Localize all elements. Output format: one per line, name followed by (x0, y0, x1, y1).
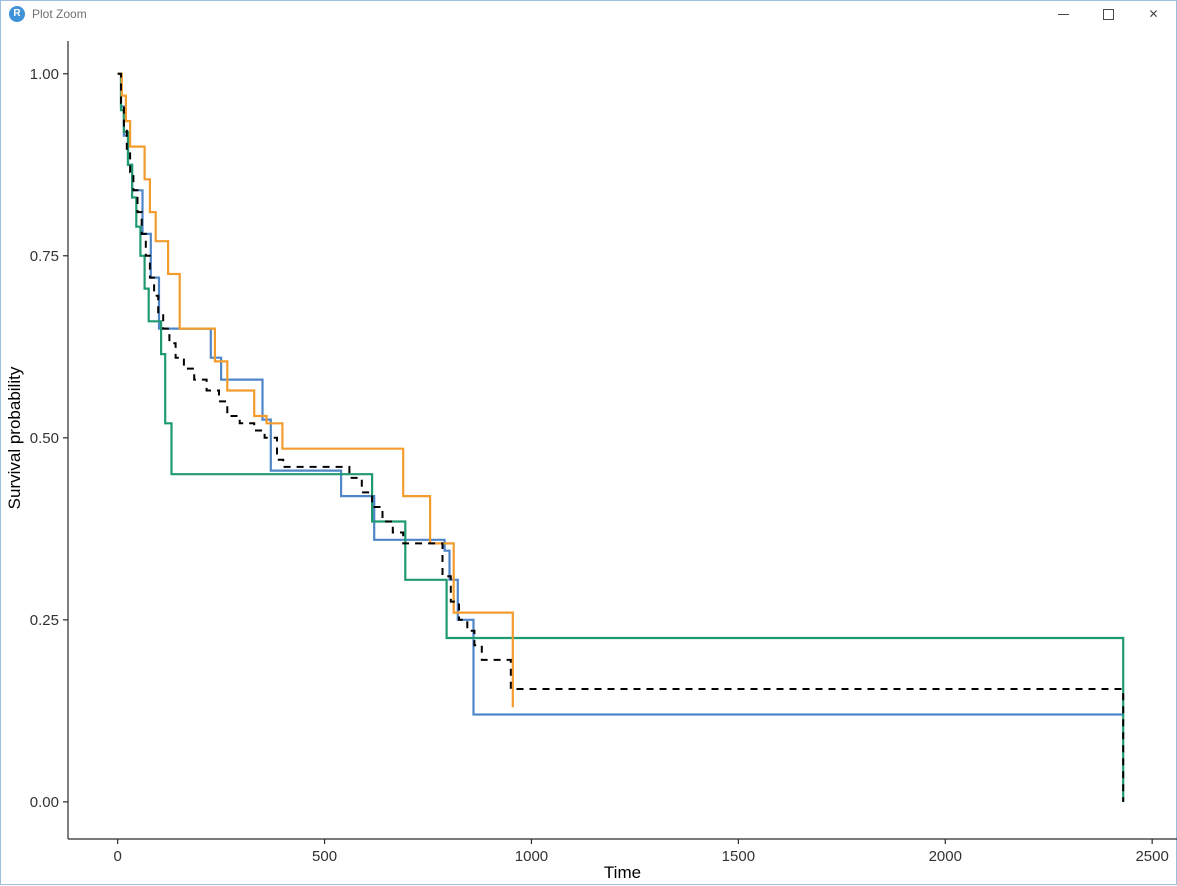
title-bar[interactable]: R Plot Zoom ✕ (1, 1, 1176, 27)
x-tick-label: 1500 (722, 848, 755, 865)
series-blue-group-line (117, 72, 1124, 716)
y-axis-title: Survival probability (5, 366, 24, 510)
x-tick-label: 2000 (929, 848, 962, 865)
x-tick-label: 2500 (1135, 848, 1168, 865)
y-tick-label: 0.00 (30, 794, 59, 811)
maximize-button[interactable] (1086, 1, 1131, 27)
series-orange-group-line (117, 72, 514, 708)
y-tick-label: 0.50 (30, 430, 59, 447)
y-tick-label: 0.75 (30, 248, 59, 265)
x-tick-label: 500 (312, 848, 337, 865)
y-tick-label: 0.25 (30, 612, 59, 629)
x-tick-label: 0 (113, 848, 121, 865)
y-tick-label: 1.00 (30, 66, 59, 83)
window-controls: ✕ (1041, 1, 1176, 27)
maximize-icon (1103, 8, 1114, 20)
minimize-button[interactable] (1041, 1, 1086, 27)
series-pooled-dashed-line (117, 72, 1125, 802)
series-green-group-line (117, 72, 1125, 802)
window-title: Plot Zoom (32, 7, 87, 21)
r-logo-icon: R (9, 6, 25, 22)
x-tick-label: 1000 (515, 848, 548, 865)
close-button[interactable]: ✕ (1131, 1, 1176, 27)
close-icon: ✕ (1148, 7, 1159, 21)
x-axis-title: Time (603, 863, 642, 882)
minimize-icon (1058, 13, 1069, 15)
